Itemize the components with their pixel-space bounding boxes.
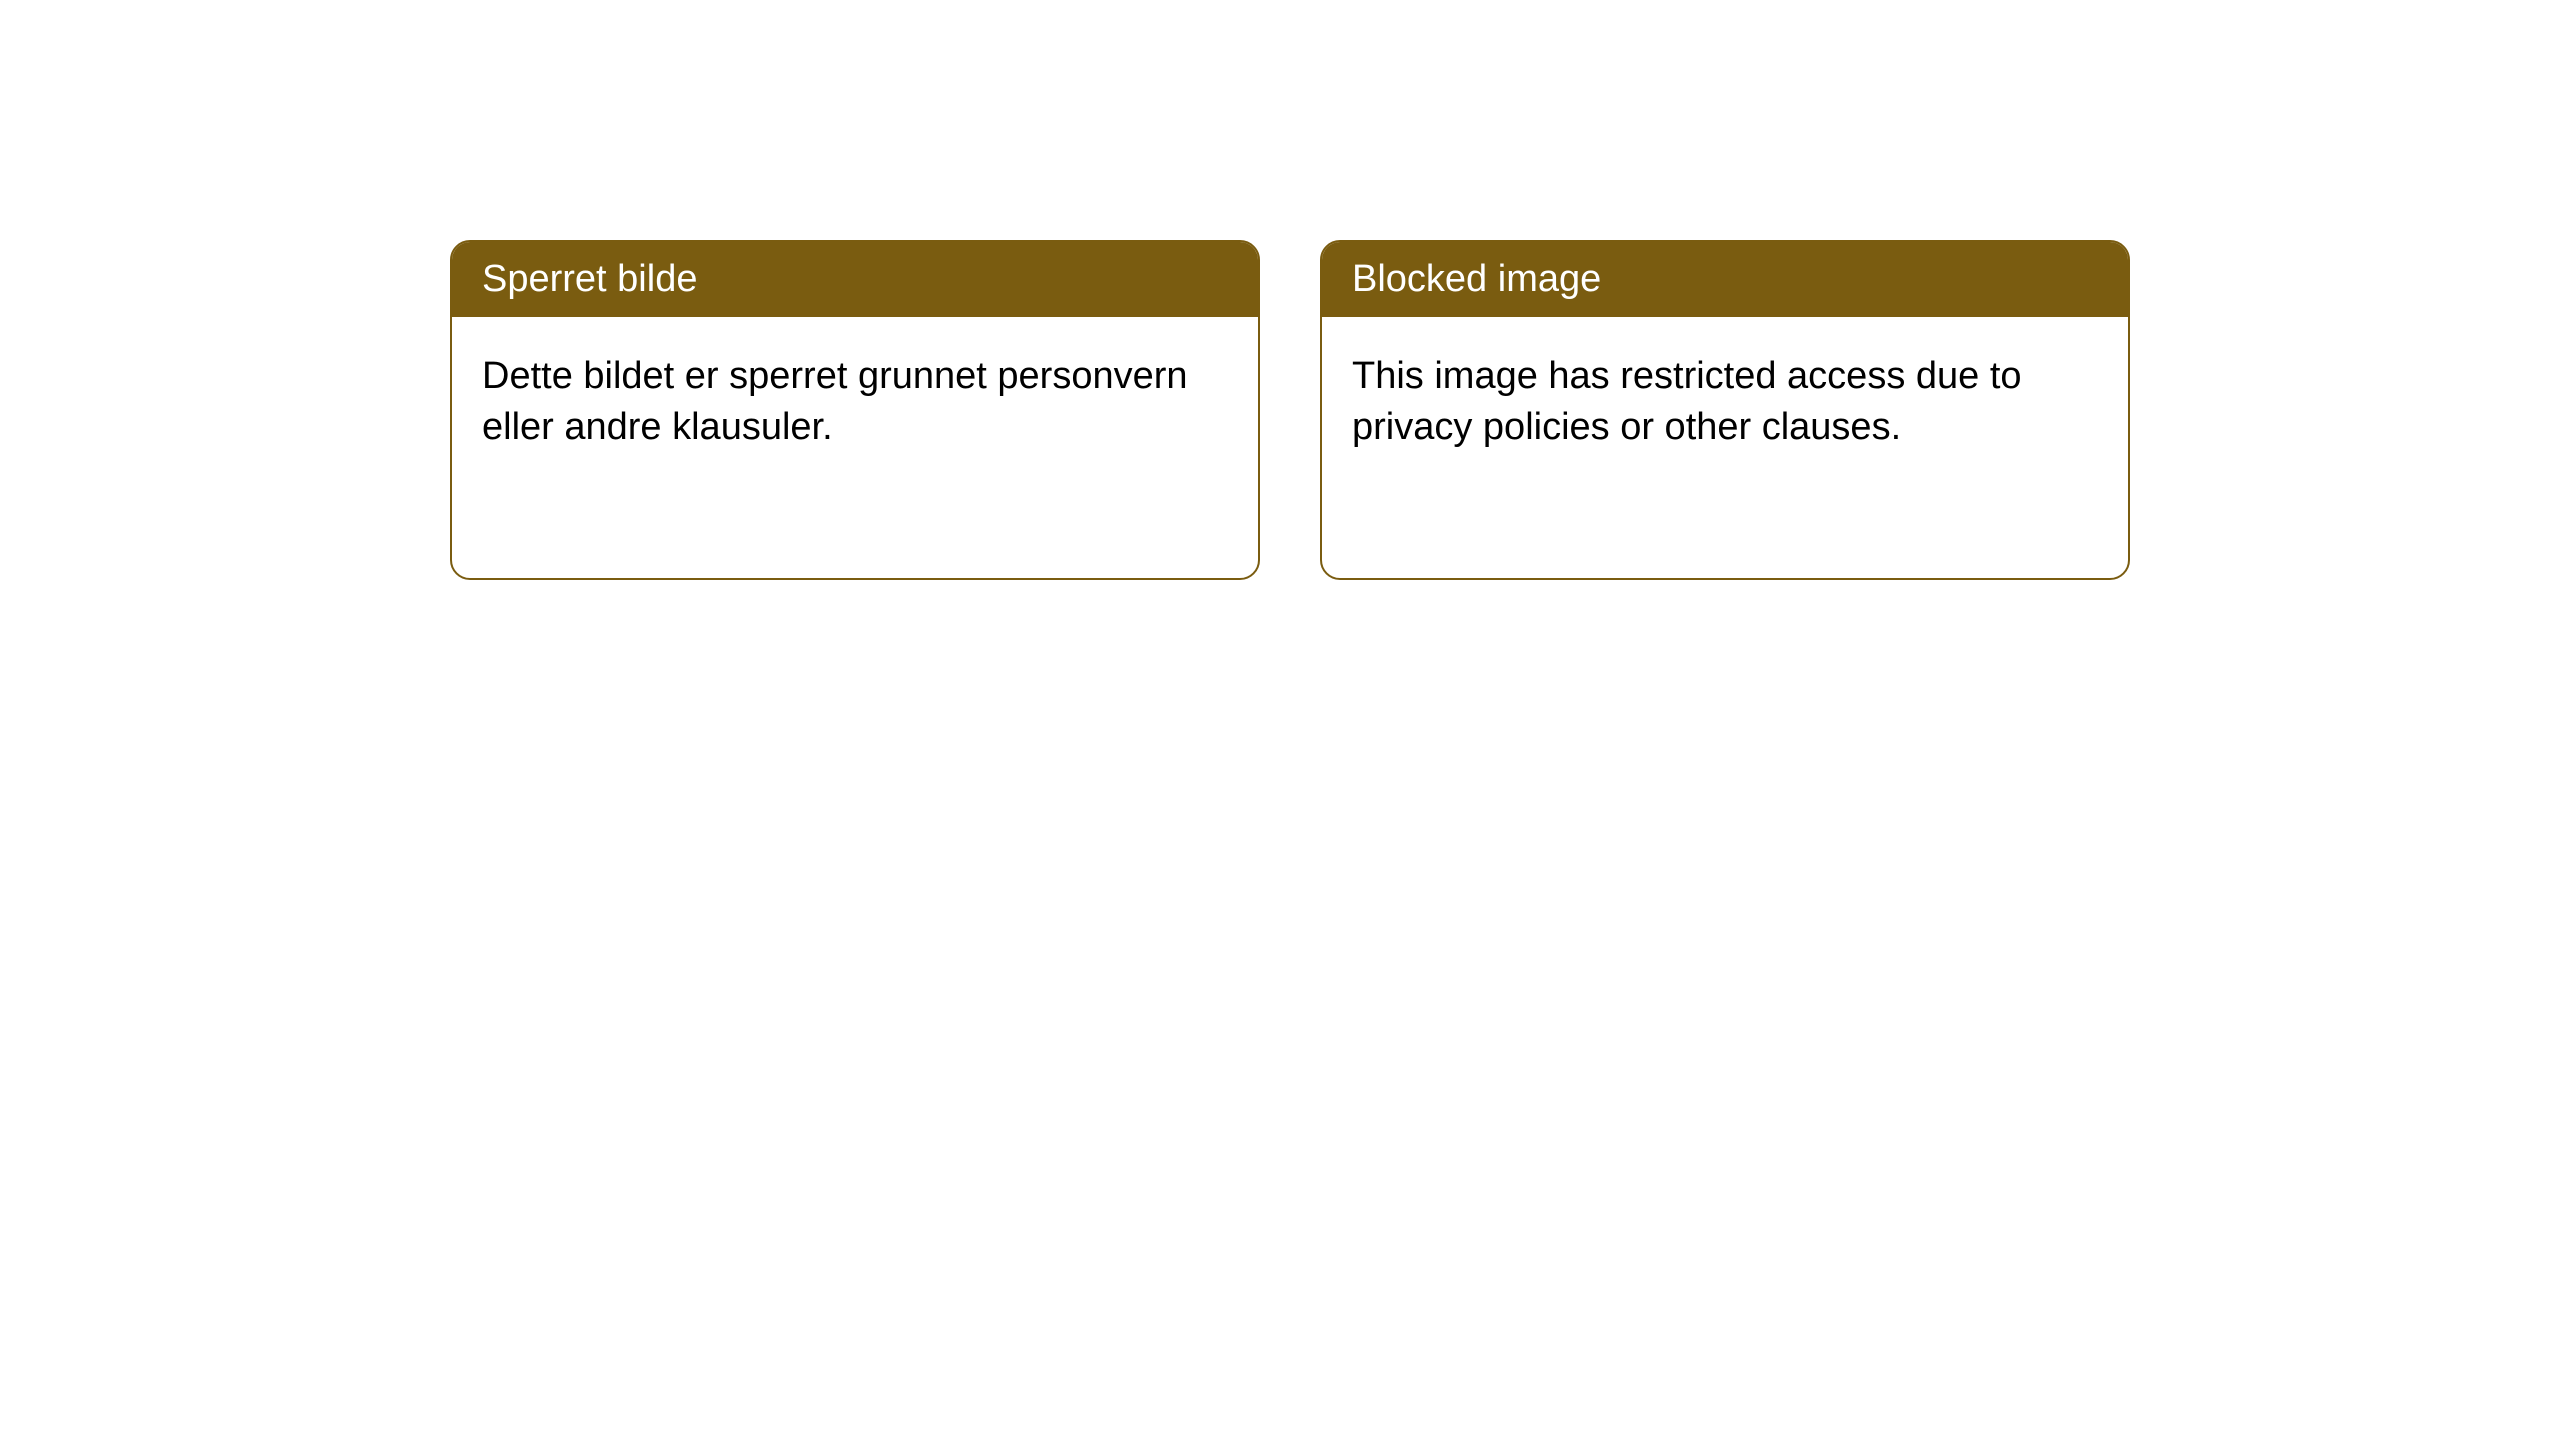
notice-card-body: This image has restricted access due to … — [1322, 317, 2128, 488]
notice-card-title: Sperret bilde — [452, 242, 1258, 317]
notice-card-english: Blocked image This image has restricted … — [1320, 240, 2130, 580]
notice-card-norwegian: Sperret bilde Dette bildet er sperret gr… — [450, 240, 1260, 580]
notice-card-title: Blocked image — [1322, 242, 2128, 317]
notice-card-body: Dette bildet er sperret grunnet personve… — [452, 317, 1258, 488]
notice-cards-container: Sperret bilde Dette bildet er sperret gr… — [0, 0, 2560, 580]
